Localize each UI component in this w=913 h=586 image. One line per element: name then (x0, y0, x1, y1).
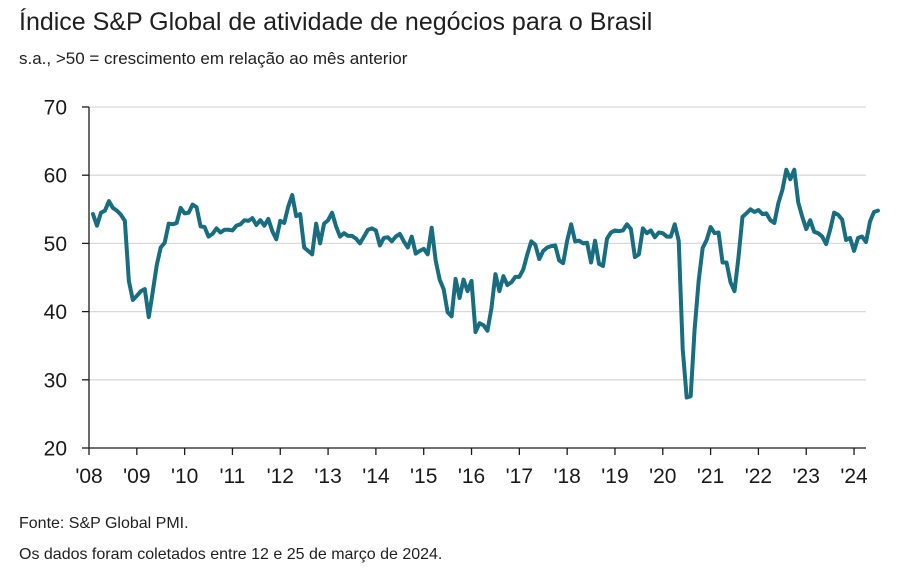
x-tick-label: '13 (314, 465, 341, 488)
x-tick-label: '19 (601, 465, 628, 488)
tick-labels: 20 30 40 50 60 70 '08 '09 '10 '11 '12 '13 '14 '15 '16 '… (44, 97, 868, 489)
source-note: Fonte: S&P Global PMI. (19, 515, 189, 532)
x-tick-label: '18 (553, 465, 580, 488)
x-tick-label: '20 (649, 465, 676, 488)
x-tick-label: '10 (171, 465, 198, 488)
y-tick-label: 20 (44, 438, 67, 461)
y-tick-label: 40 (44, 301, 67, 324)
x-tick-label: '11 (220, 465, 246, 488)
x-tick-label: '08 (75, 465, 102, 488)
chart-subtitle: s.a., >50 = crescimento em relação ao mê… (19, 49, 408, 68)
x-tick-label: '21 (697, 465, 724, 488)
x-tick-label: '15 (410, 465, 437, 488)
collection-note: Os dados foram coletados entre 12 e 25 d… (19, 546, 443, 563)
y-tick-label: 60 (44, 165, 67, 188)
series-lines (90, 167, 880, 400)
axes (82, 106, 866, 455)
x-tick-label: '16 (458, 465, 485, 488)
chart-title: Índice S&P Global de atividade de negóci… (19, 8, 653, 36)
x-tick-label: '12 (267, 465, 294, 488)
x-tick-label: '24 (840, 465, 868, 488)
y-tick-label: 30 (44, 369, 67, 392)
y-tick-label: 50 (44, 233, 67, 256)
x-tick-label: '23 (793, 465, 820, 488)
x-tick-label: '14 (362, 465, 390, 488)
x-tick-label: '17 (506, 465, 533, 488)
x-tick-label: '09 (123, 465, 150, 488)
y-tick-label: 70 (44, 97, 67, 120)
series-line-0 (90, 167, 880, 400)
x-tick-label: '22 (745, 465, 772, 488)
grid-lines (89, 106, 866, 381)
